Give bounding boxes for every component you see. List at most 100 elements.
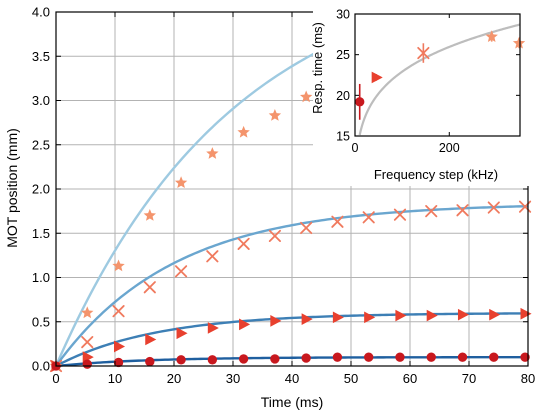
- data-point: [113, 340, 126, 353]
- data-point: [301, 313, 313, 325]
- data-point: [331, 215, 344, 228]
- inset-y-tick-label: 20: [336, 89, 350, 103]
- data-point: [112, 259, 125, 272]
- y-tick-label: 1.5: [32, 226, 50, 241]
- inset-y-tick-label: 25: [336, 48, 350, 62]
- data-point: [82, 359, 92, 369]
- inset-x-tick-labels: 0 200: [352, 141, 460, 155]
- data-point: [364, 311, 376, 324]
- data-point: [362, 211, 375, 224]
- inset-y-tick-label: 30: [336, 8, 350, 22]
- data-point: [268, 229, 281, 243]
- data-point: [207, 355, 218, 365]
- y-tick-label: 2.0: [32, 182, 50, 197]
- inset-data-point: [355, 97, 365, 107]
- data-point: [426, 309, 438, 322]
- data-point: [113, 357, 124, 368]
- inset-trend-line: [358, 23, 521, 136]
- data-point: [174, 176, 188, 189]
- data-point: [176, 355, 186, 365]
- inset-ticks: [354, 13, 520, 137]
- inset-x-tick-label: 0: [352, 141, 359, 155]
- data-point: [81, 306, 94, 319]
- fit-curve: [55, 355, 528, 368]
- data-point: [425, 205, 438, 218]
- data-point: [489, 352, 499, 362]
- data-point: [145, 333, 157, 346]
- x-tick-label: 20: [167, 371, 181, 386]
- data-point: [487, 201, 500, 214]
- data-point: [520, 307, 532, 320]
- inset-trend-curve: [358, 23, 521, 136]
- inset-y-axis-label: Resp. time (ms): [310, 22, 325, 114]
- inset-markers: [355, 30, 526, 120]
- data-point: [206, 250, 219, 263]
- data-point: [393, 208, 407, 221]
- inset-y-tick-label: 15: [336, 130, 350, 144]
- data-point: [520, 352, 530, 362]
- data-point: [270, 315, 282, 327]
- data-point: [268, 109, 282, 121]
- data-point: [143, 281, 156, 294]
- y-tick-label: 2.5: [32, 137, 50, 152]
- inset-chart: 0 200 15 20 25 30 Frequency step (kHz) R…: [310, 2, 542, 186]
- data-point: [145, 356, 155, 367]
- data-point: [332, 352, 343, 362]
- y-tick-label: 0.5: [32, 314, 50, 329]
- inset-x-tick-label: 200: [439, 141, 460, 155]
- data-point: [237, 125, 250, 138]
- data-point: [300, 221, 313, 235]
- data-point: [364, 352, 374, 362]
- data-point: [112, 305, 125, 318]
- data-point: [174, 265, 188, 278]
- y-tick-label: 3.5: [32, 49, 50, 64]
- data-point: [81, 336, 94, 349]
- y-tick-label: 3.0: [32, 93, 50, 108]
- data-point: [332, 311, 344, 324]
- x-tick-label: 60: [403, 371, 417, 386]
- main-y-tick-labels: 0.0 0.5 1.0 1.5 2.0 2.5 3.0 3.5 4.0: [32, 5, 50, 374]
- x-axis-label: Time (ms): [261, 394, 323, 410]
- data-point: [489, 308, 501, 321]
- y-axis-label: MOT position (mm): [4, 128, 20, 248]
- main-x-tick-labels: 0 10 20 30 40 50 60 70 80: [52, 371, 535, 386]
- data-point: [426, 352, 436, 362]
- inset-background: [313, 2, 542, 186]
- y-tick-label: 0.0: [32, 359, 50, 374]
- inset-data-point: [485, 30, 498, 43]
- data-point: [207, 322, 219, 334]
- data-point: [176, 327, 188, 340]
- data-point: [237, 237, 250, 250]
- inset-data-point: [512, 36, 526, 49]
- x-tick-label: 80: [521, 371, 535, 386]
- data-point: [457, 352, 468, 362]
- data-point: [456, 204, 469, 217]
- x-tick-label: 70: [462, 371, 476, 386]
- data-point: [395, 309, 407, 322]
- x-tick-label: 0: [52, 371, 59, 386]
- data-point: [299, 90, 313, 103]
- x-tick-label: 30: [226, 371, 240, 386]
- fit-curve: [55, 312, 529, 368]
- inset-plot-area: [355, 23, 526, 136]
- data-point: [395, 352, 405, 362]
- data-point: [301, 353, 311, 363]
- fit-curve: [55, 204, 529, 367]
- data-point: [239, 318, 251, 331]
- x-tick-label: 40: [285, 371, 299, 386]
- inset-data-point: [417, 46, 430, 60]
- y-tick-label: 1.0: [32, 270, 50, 285]
- x-tick-label: 10: [108, 371, 122, 386]
- data-point: [457, 308, 470, 321]
- inset-x-axis-label: Frequency step (kHz): [374, 167, 498, 182]
- y-tick-label: 4.0: [32, 5, 50, 20]
- data-point: [143, 209, 156, 221]
- data-point: [238, 354, 249, 364]
- x-tick-label: 50: [344, 371, 358, 386]
- inset-y-tick-labels: 15 20 25 30: [336, 8, 350, 144]
- data-point: [270, 354, 280, 364]
- data-point: [206, 147, 219, 159]
- inset-plot-frame: [354, 13, 521, 137]
- inset-data-point: [371, 71, 383, 84]
